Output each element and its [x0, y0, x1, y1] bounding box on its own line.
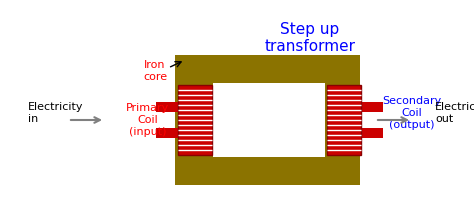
- Bar: [156, 128, 178, 138]
- Text: Electricity
in: Electricity in: [28, 102, 83, 124]
- Bar: [175, 55, 360, 185]
- Bar: [361, 128, 383, 138]
- Bar: [156, 102, 178, 112]
- Text: Primary
Coil
(input): Primary Coil (input): [127, 103, 170, 137]
- Bar: [178, 85, 212, 155]
- Text: Electricity
out: Electricity out: [435, 102, 474, 124]
- Bar: [327, 85, 361, 155]
- Bar: [213, 83, 325, 157]
- Bar: [327, 85, 361, 155]
- Text: Iron
core: Iron core: [143, 60, 167, 82]
- Text: Secondary
Coil
(output): Secondary Coil (output): [382, 96, 441, 130]
- Text: Step up
transformer: Step up transformer: [264, 22, 356, 54]
- Bar: [361, 102, 383, 112]
- Bar: [178, 85, 212, 155]
